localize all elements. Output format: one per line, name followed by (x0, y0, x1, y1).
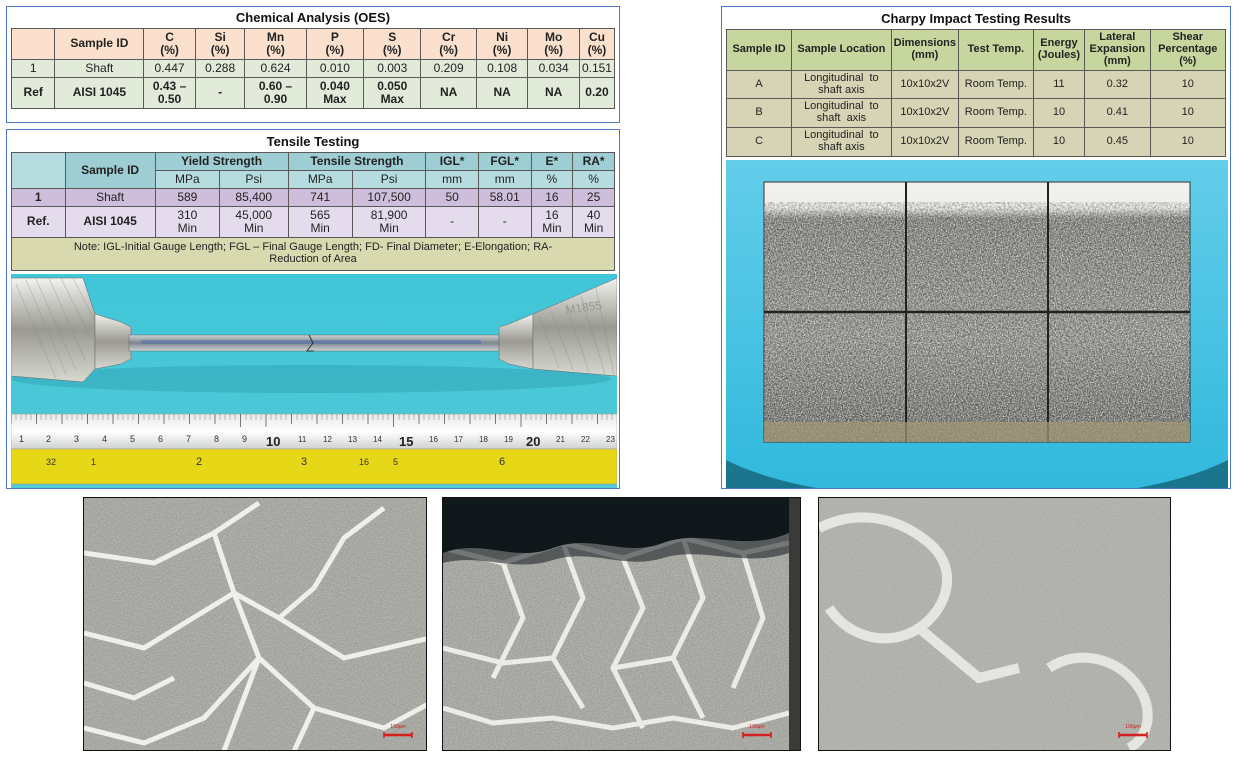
svg-text:16: 16 (359, 457, 369, 467)
svg-text:2: 2 (196, 456, 202, 468)
svg-text:6: 6 (499, 456, 505, 468)
svg-text:1: 1 (19, 434, 24, 444)
svg-text:18: 18 (479, 435, 488, 444)
svg-text:8: 8 (214, 434, 219, 444)
svg-text:100μm: 100μm (390, 724, 405, 730)
svg-text:3: 3 (74, 434, 79, 444)
svg-text:5: 5 (130, 434, 135, 444)
svg-text:10: 10 (266, 434, 280, 449)
svg-text:3: 3 (301, 456, 307, 468)
svg-text:20: 20 (526, 434, 540, 449)
svg-text:6: 6 (158, 434, 163, 444)
svg-text:19: 19 (504, 435, 513, 444)
svg-text:4: 4 (102, 434, 107, 444)
svg-text:22: 22 (581, 435, 590, 444)
svg-text:100μm: 100μm (749, 724, 764, 730)
svg-text:5: 5 (393, 457, 398, 467)
svg-text:16: 16 (429, 435, 438, 444)
svg-text:13: 13 (348, 435, 357, 444)
svg-text:21: 21 (556, 435, 565, 444)
svg-text:15: 15 (399, 434, 413, 449)
svg-text:23: 23 (606, 435, 615, 444)
svg-text:100μm: 100μm (1125, 724, 1140, 730)
svg-text:12: 12 (323, 435, 332, 444)
svg-text:17: 17 (454, 435, 463, 444)
svg-text:1: 1 (91, 457, 96, 467)
svg-text:11: 11 (298, 435, 307, 444)
svg-text:9: 9 (242, 434, 247, 444)
svg-text:7: 7 (186, 434, 191, 444)
svg-text:14: 14 (373, 435, 382, 444)
svg-text:2: 2 (46, 434, 51, 444)
svg-text:32: 32 (46, 457, 56, 467)
